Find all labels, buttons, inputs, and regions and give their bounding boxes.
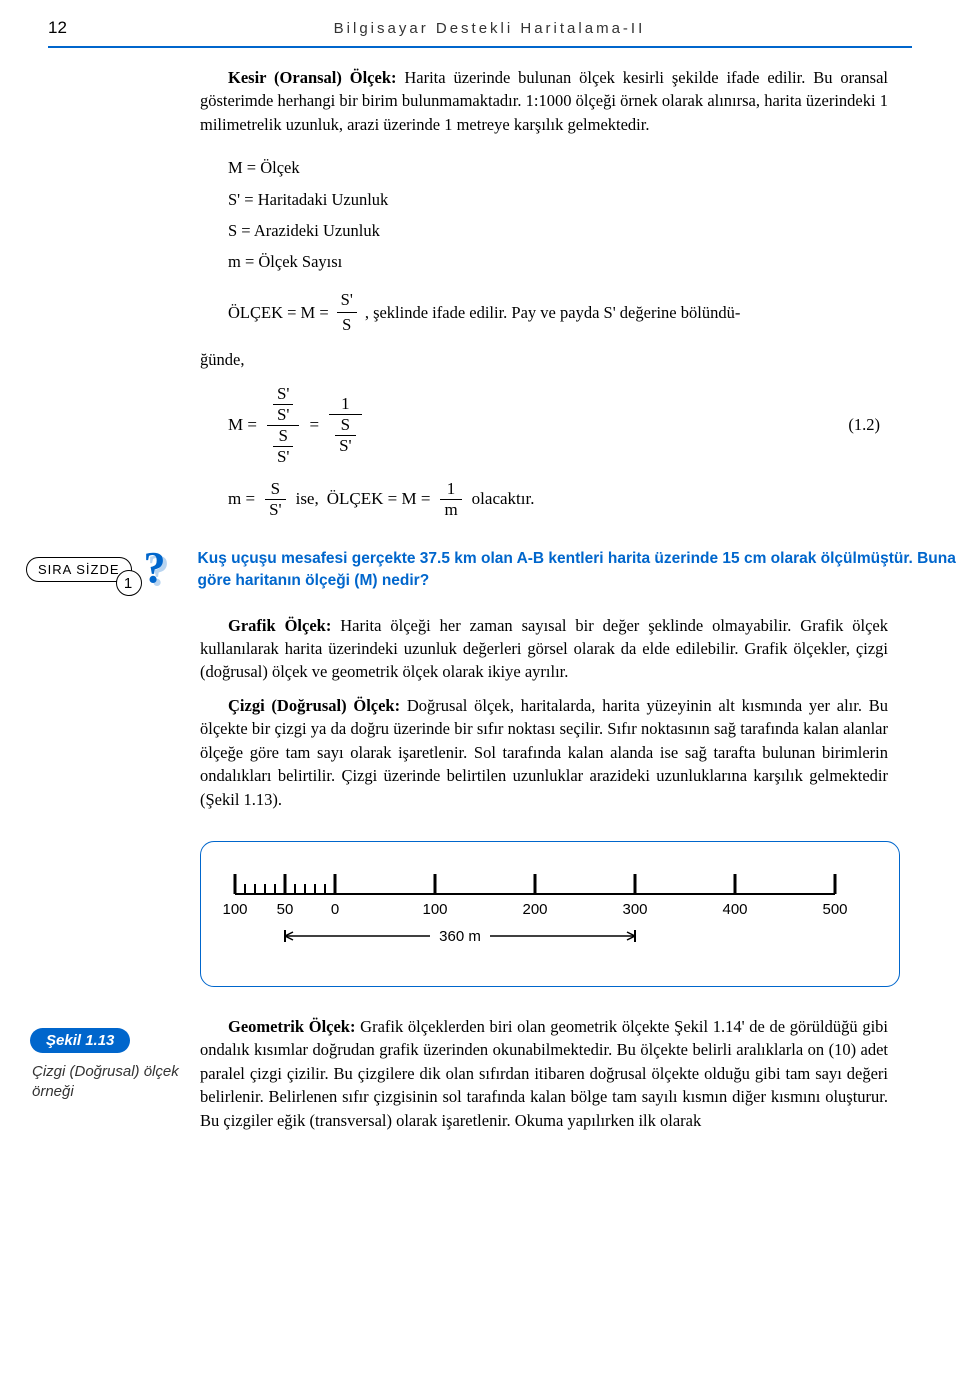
scale-svg: 100 0 100 200 300 400 500 50 360 m [215, 864, 915, 964]
nested-frac-right: 1 SS' [329, 394, 362, 456]
sekil-113-caption: Çizgi (Doğrusal) ölçek örneği [32, 1062, 182, 1103]
geometrik-title: Geometrik Ölçek: [228, 1017, 355, 1036]
def-s: S = Arazideki Uzunluk [228, 215, 888, 246]
cizgi-paragraph: Çizgi (Doğrusal) Ölçek: Doğrusal ölçek, … [200, 694, 888, 811]
svg-text:400: 400 [722, 901, 747, 918]
cizgi-title: Çizgi (Doğrusal) Ölçek: [228, 696, 400, 715]
definitions-block: M = Ölçek S' = Haritadaki Uzunluk S = Ar… [228, 152, 888, 277]
svg-text:100: 100 [422, 901, 447, 918]
header-title: Bilgisayar Destekli Haritalama-II [67, 20, 912, 37]
olcek-tail: , şeklinde ifade edilir. Pay ve payda S'… [365, 301, 741, 326]
frac-sprime-over-s: S' S [337, 288, 357, 339]
m-eq: M = [228, 415, 257, 435]
svg-text:360 m: 360 m [439, 928, 481, 945]
svg-text:0: 0 [331, 901, 339, 918]
sira-sizde-question: Kuş uçuşu mesafesi gerçekte 37.5 km olan… [184, 548, 960, 591]
intro-title: Kesir (Oransal) Ölçek: [228, 68, 397, 87]
svg-text:200: 200 [522, 901, 547, 918]
sira-sizde-badge: SIRA SİZDE 1 [26, 557, 132, 582]
question-icon: ? ? [138, 548, 184, 592]
def-s-prime: S' = Haritadaki Uzunluk [228, 184, 888, 215]
equation-1-2: M = S'S' SS' = 1 SS' (1.2) [200, 384, 888, 467]
eq-sign: = [309, 415, 319, 435]
svg-text:500: 500 [822, 901, 847, 918]
m-ise-line: m = S S' ise, ÖLÇEK = M = 1 m olacaktır. [228, 479, 888, 520]
svg-text:50: 50 [277, 901, 294, 918]
page-number: 12 [48, 18, 67, 38]
sira-sizde-callout: SIRA SİZDE 1 ? ? Kuş uçuşu mesafesi gerç… [0, 548, 960, 592]
sekil-113-badge: Şekil 1.13 [30, 1028, 130, 1053]
svg-text:100: 100 [222, 901, 247, 918]
geometrik-paragraph: Geometrik Ölçek: Grafik ölçeklerden biri… [200, 1015, 888, 1132]
grafik-paragraph: Grafik Ölçek: Harita ölçeği her zaman sa… [200, 614, 888, 684]
gunde-line: ğünde, [200, 348, 888, 371]
olcek-eq-left: ÖLÇEK = M = [228, 301, 329, 326]
def-m-count: m = Ölçek Sayısı [228, 246, 888, 277]
linear-scale-chart: 100 0 100 200 300 400 500 50 360 m [200, 841, 900, 987]
grafik-title: Grafik Ölçek: [228, 616, 331, 635]
equation-number: (1.2) [848, 415, 888, 435]
def-m: M = Ölçek [228, 152, 888, 183]
frac-s-over-sprime: S S' [265, 479, 286, 520]
olcek-equation: ÖLÇEK = M = S' S , şeklinde ifade edilir… [228, 288, 888, 339]
nested-frac-left: S'S' SS' [267, 384, 300, 467]
frac-1-over-m: 1 m [440, 479, 461, 520]
intro-paragraph: Kesir (Oransal) Ölçek: Harita üzerinde b… [200, 66, 888, 136]
svg-text:300: 300 [622, 901, 647, 918]
